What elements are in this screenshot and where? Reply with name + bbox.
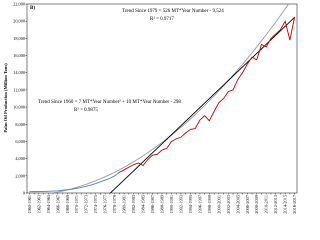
x-tick-label: 1988-1989 [160,195,165,214]
x-tick-label: 1970-1971 [74,195,79,214]
x-tick-label: 2004-2005 [235,195,240,214]
x-tick-label: 2014-2015 [283,195,288,214]
y-tick-label: 22,000 [13,2,25,8]
x-tick-label: 2010-2011 [264,195,269,213]
annotation: Trend Since 1960 = 7 MT*Year Number² + 1… [38,99,181,105]
y-tick-label: 16,000 [13,53,25,59]
x-tick-label: 1964-1965 [46,195,51,214]
y-tick-label: 10,000 [13,105,25,111]
y-tick-label: 8,000 [15,122,25,128]
annotation: Trend Since 1979 = 526 MT*Year Number - … [122,9,224,14]
y-tick-label: 0 [23,191,25,196]
x-tick-label: 1996-1997 [197,194,202,213]
x-tick-label: 1982-1983 [131,195,136,214]
panel-label: B) [30,6,35,11]
y-tick-label: 6,000 [15,139,25,145]
x-tick-label: 1972-1973 [84,195,89,214]
x-tick-label: 1962-1963 [36,195,41,214]
x-tick-label: 1966-1967 [55,194,60,213]
y-tick-label: 4,000 [15,156,25,162]
x-tick-label: 1974-1975 [93,195,98,214]
x-tick-label: 1976-1977 [103,194,108,213]
x-tick-label: 1960-1961 [27,195,32,214]
x-tick-label: 1980-1981 [122,195,127,214]
plot-frame [26,3,298,194]
x-tick-label: 1992-1993 [178,195,183,214]
y-tick-label: 20,000 [13,19,25,25]
x-tick-label: 2002-2003 [226,195,231,214]
y-tick-label: 2,000 [15,173,25,179]
annotation: R² = 0.9875 [74,107,98,113]
x-tick-label: 2016-2017 [292,194,297,213]
x-tick-label: 1968-1969 [65,195,70,214]
series-line [109,16,295,193]
x-tick-label: 1994-1995 [188,195,193,214]
x-tick-label: 1990-1991 [169,195,174,214]
x-tick-label: 1984-1985 [141,195,146,214]
series-line [49,4,290,193]
y-tick-label: 12,000 [13,87,25,93]
x-tick-label: 1986-1987 [150,194,155,213]
annotation: R² = 0.9717 [150,16,174,22]
x-tick-label: 1998-1999 [207,195,212,214]
series-line [119,16,296,173]
y-axis-label: Palm Oil Production (Million Tons) [3,63,8,133]
x-tick-label: 2008-2009 [254,195,259,214]
x-tick-label: 2006-2007 [245,194,250,213]
x-tick-label: 1978-1979 [112,195,117,214]
series-line [29,172,120,193]
chart: Palm Oil Production (Million Tons) B) Tr… [3,2,298,214]
x-tick-label: 2000-2001 [216,195,221,214]
x-tick-label: 2012-2013 [273,195,278,214]
y-tick-label: 18,000 [13,36,25,42]
y-tick-label: 14,000 [13,70,25,76]
